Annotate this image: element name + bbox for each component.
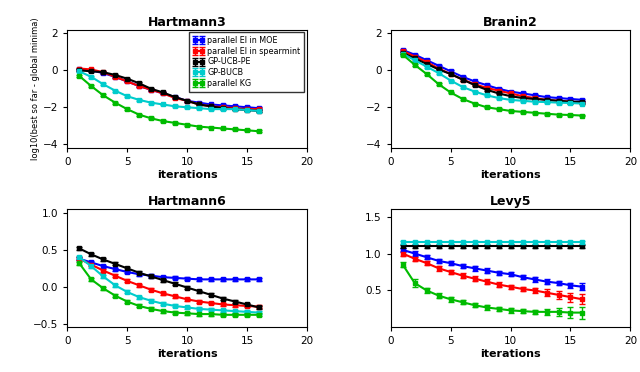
X-axis label: iterations: iterations xyxy=(480,349,541,359)
X-axis label: iterations: iterations xyxy=(157,349,218,359)
Title: Hartmann3: Hartmann3 xyxy=(148,16,227,29)
X-axis label: iterations: iterations xyxy=(480,170,541,180)
Title: Branin2: Branin2 xyxy=(483,16,538,29)
Title: Levy5: Levy5 xyxy=(490,195,531,208)
Legend: parallel EI in MOE, parallel EI in spearmint, GP-UCB-PE, GP-BUCB, parallel KG: parallel EI in MOE, parallel EI in spear… xyxy=(189,32,305,92)
X-axis label: iterations: iterations xyxy=(157,170,218,180)
Title: Hartmann6: Hartmann6 xyxy=(148,195,227,208)
Y-axis label: log10(best so far - global minima): log10(best so far - global minima) xyxy=(31,17,40,160)
